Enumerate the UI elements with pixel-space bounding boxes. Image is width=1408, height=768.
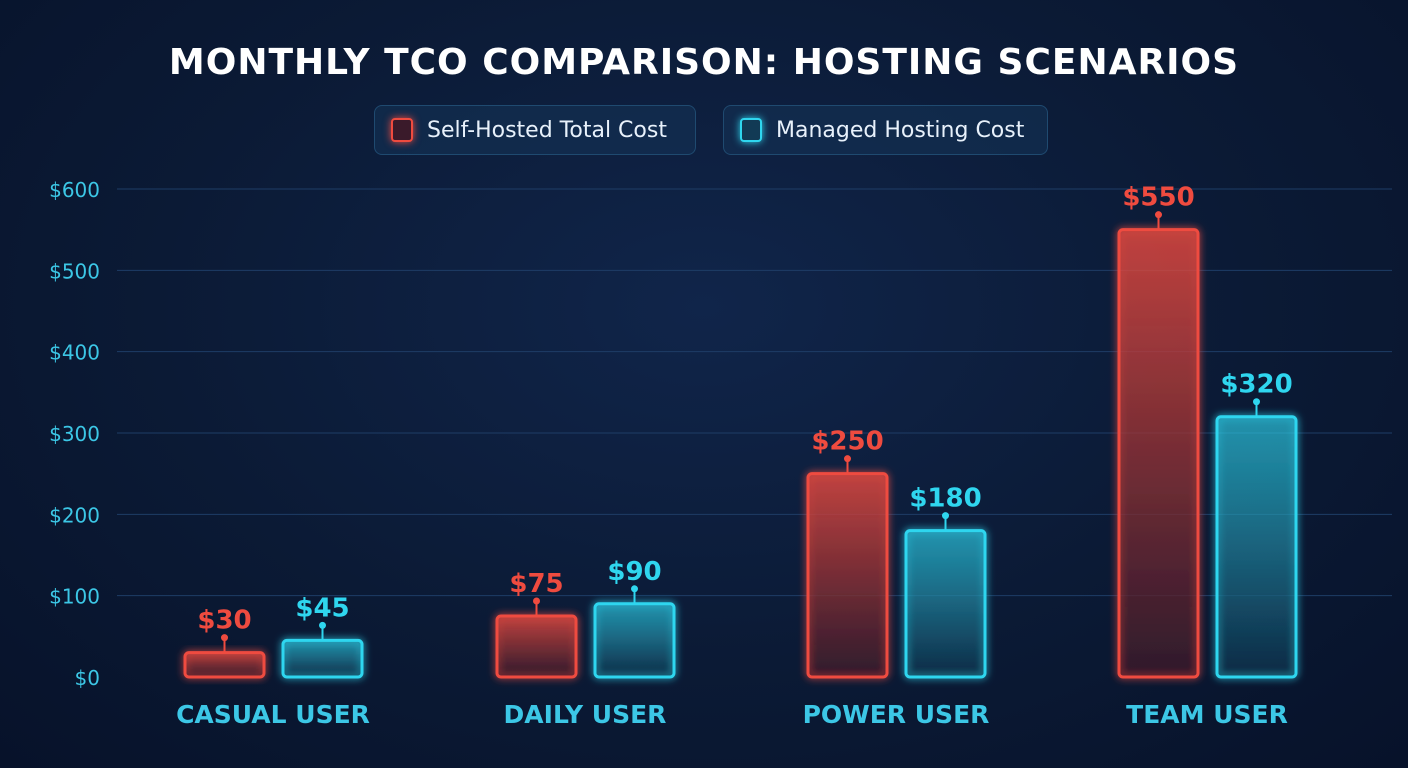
value-pin-dot xyxy=(844,455,851,463)
value-label: $180 xyxy=(909,484,981,514)
value-pin-dot xyxy=(1253,398,1260,406)
self-hosted-bar xyxy=(183,651,266,679)
value-pin-dot xyxy=(1155,211,1162,219)
y-tick-label: $500 xyxy=(49,259,100,283)
legend-label: Managed Hosting Cost xyxy=(776,117,1025,143)
managed-bar xyxy=(1215,415,1298,679)
managed-bar xyxy=(904,529,987,679)
red-swatch-icon xyxy=(391,118,413,142)
value-label: $30 xyxy=(197,606,251,636)
legend-label: Self-Hosted Total Cost xyxy=(427,117,667,143)
managed-bar xyxy=(281,638,364,679)
y-tick-label: $400 xyxy=(49,341,100,365)
self-hosted-bar xyxy=(1117,228,1200,679)
y-tick-label: $200 xyxy=(49,503,100,527)
self-hosted-bar xyxy=(806,472,889,679)
y-tick-label: $300 xyxy=(49,422,100,446)
legend-item-self-hosted: Self-Hosted Total Cost xyxy=(374,105,696,155)
value-pin-dot xyxy=(221,634,228,642)
value-pin-dot xyxy=(319,621,326,629)
value-pin-dot xyxy=(942,512,949,520)
self-hosted-bar xyxy=(495,614,578,679)
y-tick-label: $0 xyxy=(75,666,100,690)
value-label: $75 xyxy=(509,569,563,599)
value-pin-dot xyxy=(533,597,540,605)
y-tick-label: $100 xyxy=(49,585,100,609)
legend-item-managed: Managed Hosting Cost xyxy=(723,105,1048,155)
x-tick-label: POWER USER xyxy=(803,700,990,729)
value-pin-dot xyxy=(631,585,638,593)
value-label: $90 xyxy=(607,557,661,587)
x-tick-label: DAILY USER xyxy=(504,700,667,729)
x-tick-label: CASUAL USER xyxy=(176,700,370,729)
x-tick-label: TEAM USER xyxy=(1126,700,1288,729)
cyan-swatch-icon xyxy=(740,118,762,142)
value-label: $250 xyxy=(811,427,883,457)
managed-bar xyxy=(593,602,676,679)
chart-title: MONTHLY TCO COMPARISON: HOSTING SCENARIO… xyxy=(168,42,1240,83)
y-tick-label: $600 xyxy=(49,178,100,202)
value-label: $45 xyxy=(295,593,349,623)
value-label: $550 xyxy=(1122,183,1194,213)
value-label: $320 xyxy=(1220,370,1292,400)
